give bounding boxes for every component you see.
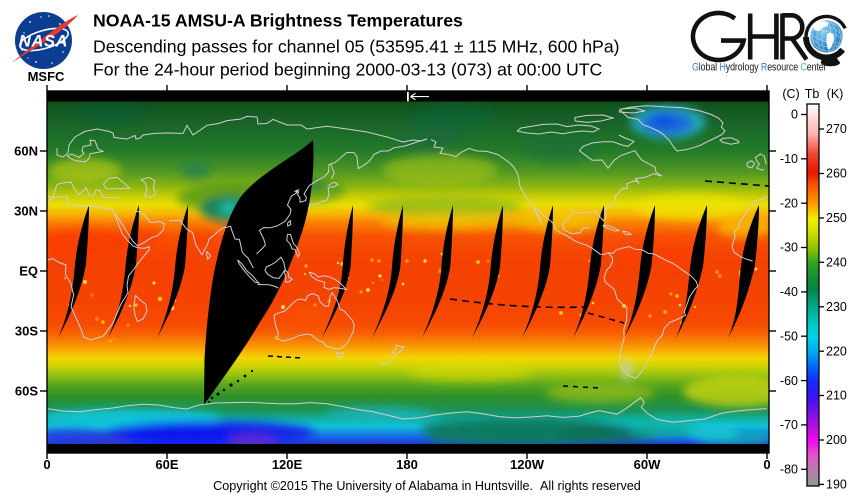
svg-text:Tb: Tb	[805, 87, 820, 101]
svg-text:Copyright ©2015 The University: Copyright ©2015 The University of Alabam…	[213, 479, 641, 493]
svg-text:-10: -10	[780, 152, 798, 166]
svg-text:-60: -60	[780, 374, 798, 388]
svg-text:0: 0	[43, 457, 50, 472]
svg-text:EQ: EQ	[19, 264, 38, 279]
svg-text:240: 240	[826, 256, 847, 270]
svg-text:(C): (C)	[782, 87, 799, 101]
svg-text:(K): (K)	[827, 87, 844, 101]
svg-text:60N: 60N	[14, 144, 38, 159]
svg-text:260: 260	[826, 167, 847, 181]
svg-text:Global Hydrology Resource Cent: Global Hydrology Resource Center	[692, 62, 827, 74]
svg-text:MSFC: MSFC	[28, 69, 65, 84]
svg-text:60S: 60S	[15, 384, 38, 399]
svg-text:-50: -50	[780, 329, 798, 343]
svg-text:60W: 60W	[634, 457, 661, 472]
svg-text:NASA: NASA	[19, 33, 68, 51]
svg-text:-20: -20	[780, 196, 798, 210]
svg-text:0: 0	[791, 108, 798, 122]
svg-text:30S: 30S	[15, 324, 38, 339]
svg-text:0: 0	[763, 457, 770, 472]
svg-text:Descending passes for channel: Descending passes for channel 05 (53595.…	[93, 37, 620, 57]
svg-text:190: 190	[826, 478, 847, 492]
svg-text:210: 210	[826, 389, 847, 403]
svg-text:60E: 60E	[155, 457, 178, 472]
svg-text:120W: 120W	[510, 457, 545, 472]
svg-text:270: 270	[826, 122, 847, 136]
svg-text:220: 220	[826, 344, 847, 358]
svg-text:200: 200	[826, 433, 847, 447]
svg-text:250: 250	[826, 211, 847, 225]
svg-text:NOAA-15 AMSU-A Brightness Temp: NOAA-15 AMSU-A Brightness Temperatures	[93, 11, 463, 31]
svg-text:-30: -30	[780, 241, 798, 255]
svg-text:120E: 120E	[272, 457, 303, 472]
svg-text:30N: 30N	[14, 204, 38, 219]
svg-text:180: 180	[396, 457, 418, 472]
svg-text:230: 230	[826, 300, 847, 314]
svg-text:-80: -80	[780, 463, 798, 477]
svg-text:-40: -40	[780, 285, 798, 299]
svg-text:For the 24-hour period beginni: For the 24-hour period beginning 2000-03…	[93, 60, 603, 80]
svg-text:-70: -70	[780, 418, 798, 432]
